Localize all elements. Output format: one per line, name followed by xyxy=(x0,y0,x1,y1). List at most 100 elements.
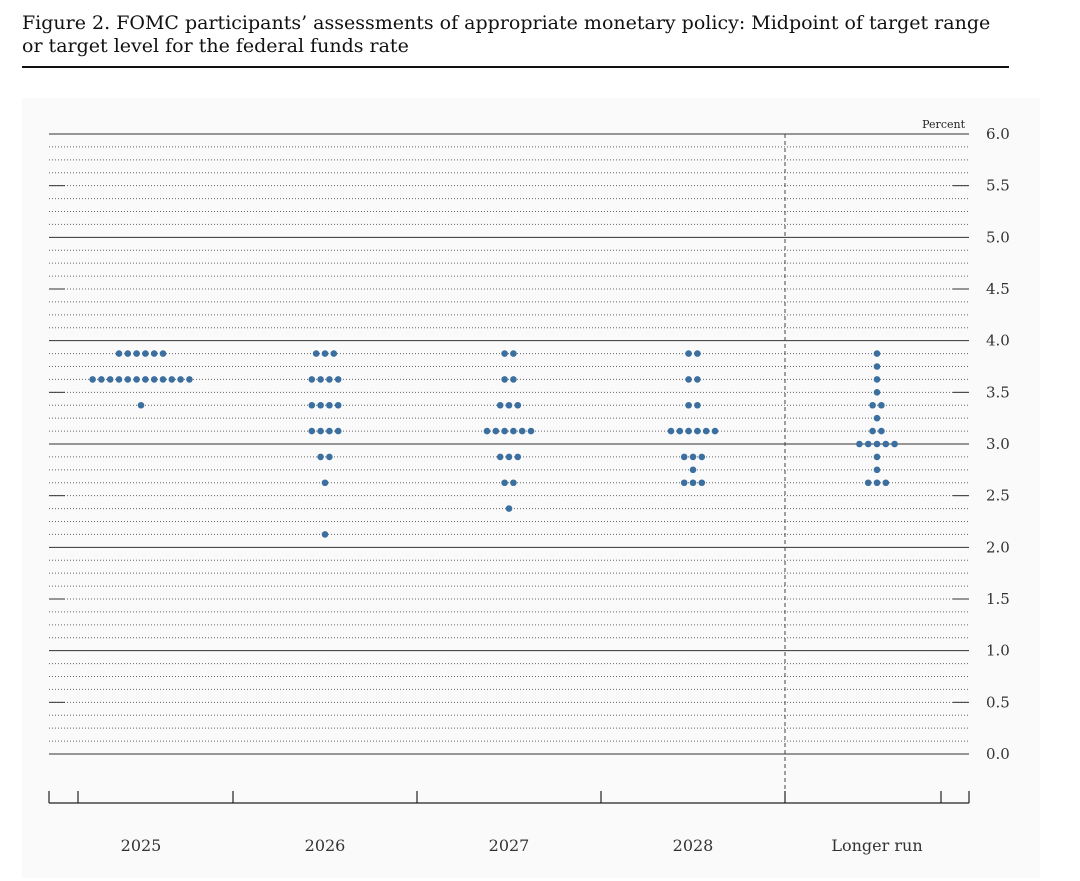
participant-dot xyxy=(317,376,324,383)
participant-dot xyxy=(159,376,167,383)
y-tick-label: 2.5 xyxy=(986,487,1010,505)
participant-dot xyxy=(891,440,898,448)
participant-dot xyxy=(334,376,342,383)
participant-dot xyxy=(168,376,176,383)
participant-dot xyxy=(312,350,320,357)
category-label: Longer run xyxy=(831,836,922,855)
participant-dot xyxy=(124,350,132,357)
participant-dot xyxy=(873,466,881,474)
participant-dot xyxy=(856,440,863,448)
title-rule xyxy=(22,66,1009,68)
y-tick-label: 6.0 xyxy=(986,125,1010,143)
participant-dot xyxy=(698,479,706,487)
participant-dot xyxy=(873,414,881,422)
participant-dot xyxy=(680,479,688,487)
plot-background xyxy=(22,98,1040,878)
dot-marks xyxy=(89,350,898,538)
participant-dot xyxy=(689,453,697,461)
participant-dot xyxy=(882,440,890,448)
participant-dot xyxy=(142,376,149,383)
participant-dot xyxy=(186,376,193,383)
participant-dot xyxy=(667,427,675,435)
participant-dot xyxy=(510,427,517,435)
participant-dot xyxy=(878,427,885,435)
participant-dot xyxy=(694,401,701,409)
participant-dot xyxy=(317,427,324,435)
participant-dot xyxy=(514,401,522,409)
participant-dot xyxy=(321,479,329,487)
participant-dot xyxy=(317,453,324,461)
participant-dot xyxy=(115,376,123,383)
x-axis xyxy=(48,791,970,804)
participant-dot xyxy=(496,453,504,461)
y-tick-label: 3.5 xyxy=(986,383,1010,401)
y-tick-label: 1.0 xyxy=(986,642,1010,660)
participant-dot xyxy=(177,376,184,383)
participant-dot xyxy=(501,376,508,383)
y-tick-label: 5.0 xyxy=(986,228,1010,246)
participant-dot xyxy=(869,401,876,409)
participant-dot xyxy=(142,350,149,357)
participant-dot xyxy=(334,427,342,435)
participant-dot xyxy=(873,376,881,383)
participant-dot xyxy=(873,363,881,370)
participant-dot xyxy=(685,401,692,409)
participant-dot xyxy=(510,350,517,357)
participant-dot xyxy=(133,350,140,357)
y-tick-label: 2.0 xyxy=(986,538,1010,556)
category-labels: 2025 2026 2027 2028 Longer run xyxy=(121,836,923,855)
y-tick-label: 4.0 xyxy=(986,332,1010,350)
participant-dot xyxy=(321,350,329,357)
participant-dot xyxy=(864,440,872,448)
participant-dot xyxy=(873,350,881,357)
participant-dot xyxy=(321,531,329,538)
participant-dot xyxy=(326,453,333,461)
participant-dot xyxy=(106,376,114,383)
participant-dot xyxy=(510,479,517,487)
participant-dot xyxy=(137,401,145,409)
participant-dot xyxy=(133,376,140,383)
participant-dot xyxy=(330,350,338,357)
participant-dot xyxy=(89,376,96,383)
participant-dot xyxy=(308,401,316,409)
y-tick-label: 5.5 xyxy=(986,177,1010,195)
participant-dot xyxy=(873,440,881,448)
participant-dot xyxy=(308,376,316,383)
participant-dot xyxy=(698,453,706,461)
participant-dot xyxy=(680,453,688,461)
participant-dot xyxy=(527,427,535,435)
participant-dot xyxy=(878,401,885,409)
participant-dot xyxy=(873,389,881,396)
participant-dot xyxy=(694,427,701,435)
y-tick-label: 0.0 xyxy=(986,745,1010,763)
participant-dot xyxy=(702,427,710,435)
y-unit-label: Percent xyxy=(922,118,965,131)
y-tick-label: 0.5 xyxy=(986,693,1010,711)
participant-dot xyxy=(326,401,333,409)
participant-dot xyxy=(483,427,491,435)
y-tick-labels: 0.0 0.5 1.0 1.5 2.0 2.5 3.0 3.5 4.0 4.5 5.0 5.5 6.0 xyxy=(986,125,1010,763)
participant-dot xyxy=(326,427,333,435)
participant-dot xyxy=(308,427,316,435)
participant-dot xyxy=(689,479,697,487)
participant-dot xyxy=(334,401,342,409)
participant-dot xyxy=(505,401,513,409)
participant-dot xyxy=(514,453,522,461)
participant-dot xyxy=(685,427,692,435)
category-label: 2026 xyxy=(305,836,346,855)
participant-dot xyxy=(492,427,500,435)
participant-dot xyxy=(873,479,881,487)
y-tick-label: 3.0 xyxy=(986,435,1010,453)
participant-dot xyxy=(115,350,123,357)
participant-dot xyxy=(501,350,508,357)
participant-dot xyxy=(510,376,517,383)
participant-dot xyxy=(869,427,876,435)
participant-dot xyxy=(689,466,697,474)
participant-dot xyxy=(150,376,158,383)
participant-dot xyxy=(694,376,701,383)
participant-dot xyxy=(501,427,508,435)
category-label: 2025 xyxy=(121,836,162,855)
category-label: 2028 xyxy=(673,836,714,855)
participant-dot xyxy=(711,427,719,435)
